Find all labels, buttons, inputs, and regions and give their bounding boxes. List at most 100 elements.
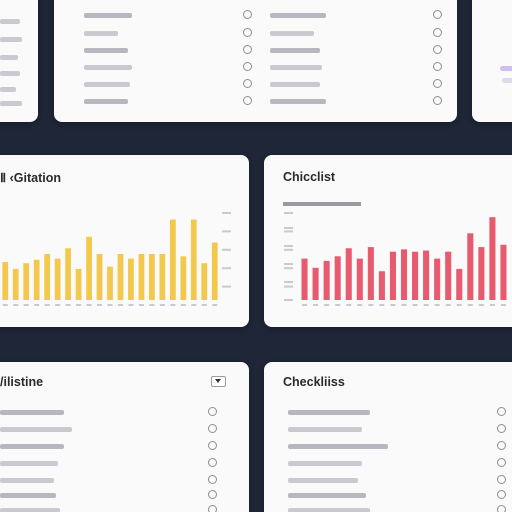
checklist-item[interactable] — [288, 458, 508, 470]
x-tick — [346, 304, 352, 306]
y-tick-label — [284, 263, 293, 265]
checklist-item[interactable] — [84, 28, 254, 40]
checklist-item[interactable] — [288, 475, 508, 487]
bar[interactable] — [378, 271, 385, 300]
bar[interactable] — [2, 262, 9, 300]
checklist-item[interactable] — [84, 79, 254, 91]
bar[interactable] — [478, 247, 485, 300]
bar[interactable] — [180, 256, 187, 300]
x-tick — [65, 304, 71, 306]
checklist-item[interactable] — [288, 490, 508, 502]
checklist-item[interactable] — [0, 475, 218, 487]
bar[interactable] — [323, 260, 330, 300]
checklist-item[interactable] — [0, 441, 218, 453]
checklist-item[interactable] — [0, 424, 218, 436]
x-tick — [44, 304, 50, 306]
checklist-item[interactable] — [84, 96, 254, 108]
bar[interactable] — [149, 254, 155, 300]
checklist-item[interactable] — [0, 490, 218, 502]
y-tick-label — [284, 227, 293, 229]
x-tick — [357, 304, 363, 306]
bar[interactable] — [467, 233, 474, 300]
card-top-left — [0, 0, 38, 122]
bar[interactable] — [500, 244, 507, 300]
checklist-item[interactable] — [270, 28, 444, 40]
bar[interactable] — [211, 242, 218, 301]
bar[interactable] — [301, 258, 308, 300]
bar[interactable] — [65, 248, 71, 300]
list-item[interactable] — [0, 98, 30, 110]
y-tick — [284, 212, 293, 214]
x-tick — [23, 304, 29, 306]
x-tick — [445, 304, 451, 306]
bar[interactable] — [12, 268, 19, 300]
list-item[interactable] — [0, 68, 30, 80]
bar[interactable] — [23, 263, 30, 300]
bar[interactable] — [75, 268, 82, 300]
checklist-item[interactable] — [270, 62, 444, 74]
bar[interactable] — [312, 267, 319, 300]
list-item[interactable] — [0, 16, 30, 28]
y-tick — [222, 267, 231, 270]
checklist-item[interactable] — [270, 79, 444, 91]
status-chip — [500, 66, 512, 71]
bar[interactable] — [434, 258, 441, 300]
bar[interactable] — [367, 247, 374, 300]
list-item[interactable] — [0, 34, 30, 46]
x-tick — [191, 304, 197, 306]
bar[interactable] — [345, 248, 352, 300]
bar[interactable] — [456, 268, 463, 300]
bar[interactable] — [412, 251, 419, 300]
checklist-item[interactable] — [270, 45, 444, 57]
checklist-item[interactable] — [0, 505, 218, 512]
checklist-item[interactable] — [84, 10, 254, 22]
checklist-item[interactable] — [270, 10, 444, 22]
bar[interactable] — [356, 258, 363, 300]
bar[interactable] — [334, 256, 341, 300]
dropdown-toggle[interactable] — [211, 376, 226, 387]
bar[interactable] — [400, 249, 408, 300]
checklist-item[interactable] — [0, 458, 218, 470]
x-tick — [170, 304, 176, 306]
checklist-item[interactable] — [0, 407, 218, 419]
bar[interactable] — [44, 254, 51, 300]
bar[interactable] — [33, 259, 40, 300]
bar[interactable] — [489, 217, 496, 300]
bar[interactable] — [159, 254, 166, 300]
list-item[interactable] — [0, 52, 30, 64]
y-tick — [222, 212, 231, 214]
card-chart-red: Chicclist — [264, 155, 512, 327]
bar[interactable] — [138, 254, 145, 300]
bar[interactable] — [190, 219, 197, 301]
x-tick — [212, 304, 218, 306]
checklist-item[interactable] — [288, 441, 508, 453]
bar[interactable] — [117, 254, 124, 300]
bar[interactable] — [107, 266, 113, 300]
x-tick — [379, 304, 385, 306]
x-tick — [423, 304, 429, 306]
checklist-item[interactable] — [270, 96, 444, 108]
bar[interactable] — [423, 250, 430, 300]
bar[interactable] — [201, 263, 208, 300]
bar[interactable] — [96, 254, 103, 300]
bar-chart — [283, 202, 507, 306]
card-title: Checkliiss — [283, 375, 345, 389]
y-tick — [284, 230, 293, 233]
list-item[interactable] — [0, 84, 30, 96]
bar[interactable] — [86, 236, 92, 300]
x-tick — [478, 304, 484, 306]
checklist-item[interactable] — [288, 407, 508, 419]
checklist-item[interactable] — [64, 62, 254, 74]
bar-chart — [2, 212, 231, 306]
bar[interactable] — [128, 258, 134, 300]
bar[interactable] — [54, 258, 61, 300]
bar[interactable] — [445, 251, 452, 300]
x-tick — [335, 304, 341, 306]
x-tick — [149, 304, 155, 306]
checklist-item[interactable] — [84, 45, 254, 57]
checklist-item[interactable] — [288, 505, 508, 512]
x-tick — [401, 304, 407, 306]
bar[interactable] — [389, 251, 396, 300]
bar[interactable] — [169, 219, 176, 301]
checklist-item[interactable] — [288, 424, 508, 436]
